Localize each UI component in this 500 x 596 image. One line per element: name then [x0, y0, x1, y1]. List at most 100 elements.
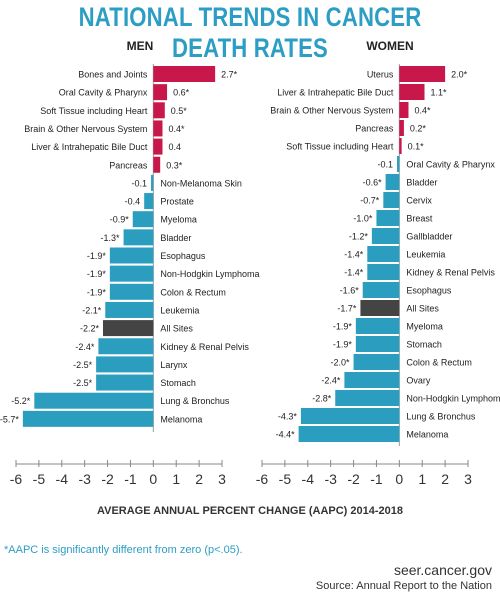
men-category-label: Myeloma — [160, 215, 197, 225]
men-bar — [109, 283, 154, 300]
men-bar — [132, 211, 154, 228]
men-bar — [102, 320, 154, 337]
women-category-label: Leukemia — [406, 250, 445, 260]
women-category-label: Melanoma — [406, 430, 448, 440]
women-data-label: -0.6* — [363, 178, 383, 188]
women-bar — [399, 84, 425, 100]
women-bar — [360, 300, 400, 316]
women-data-label: -4.4* — [276, 430, 296, 440]
women-bar — [355, 336, 400, 352]
site-url: seer.cancer.gov — [393, 562, 492, 578]
men-data-label: -2.4* — [75, 342, 95, 352]
men-tick-label: -4 — [56, 471, 69, 487]
men-category-label: Leukemia — [160, 305, 199, 315]
women-bar — [399, 66, 446, 82]
men-tick-label: -6 — [10, 471, 23, 487]
women-tick-label: -5 — [279, 471, 292, 487]
men-category-label: Esophagus — [160, 251, 206, 261]
men-data-label: -2.5* — [73, 360, 93, 370]
women-category-label: Esophagus — [406, 286, 452, 296]
men-bar — [144, 193, 154, 210]
women-data-label: -2.8* — [312, 394, 332, 404]
men-tick-label: -1 — [124, 471, 137, 487]
men-data-label: 0.3* — [166, 160, 183, 170]
men-category-label: Brain & Other Nervous System — [24, 124, 147, 134]
women-data-label: -2.4* — [321, 376, 341, 386]
men-data-label: 0.5* — [171, 106, 188, 116]
women-data-label: -1.4* — [344, 268, 364, 278]
men-bar — [105, 301, 154, 318]
women-bar — [383, 192, 400, 208]
men-tick-label: -3 — [78, 471, 91, 487]
men-tick-label: 3 — [218, 471, 226, 487]
men-category-label: Soft Tissue including Heart — [40, 106, 148, 116]
men-data-label: 0.6* — [173, 88, 190, 98]
men-data-label: -2.2* — [80, 324, 100, 334]
women-tick-label: 3 — [464, 471, 472, 487]
women-data-label: -2.0* — [331, 358, 351, 368]
women-tick-label: -1 — [370, 471, 383, 487]
women-category-label: Breast — [406, 214, 433, 224]
men-bar — [153, 102, 165, 119]
women-data-label: -1.7* — [337, 304, 357, 314]
women-category-label: Myeloma — [406, 322, 443, 332]
women-data-label: 0.1* — [408, 142, 425, 152]
men-category-label: Non-Melanoma Skin — [160, 178, 242, 188]
men-data-label: -1.3* — [101, 233, 121, 243]
men-data-label: -1.9* — [87, 269, 107, 279]
women-bar — [335, 390, 400, 406]
women-bar — [355, 318, 400, 334]
women-data-label: -1.4* — [344, 250, 364, 260]
women-bar — [353, 354, 400, 370]
men-bar — [123, 229, 154, 246]
women-category-label: Stomach — [406, 340, 442, 350]
men-bar — [153, 120, 163, 137]
men-bar — [98, 338, 154, 355]
women-tick-label: -3 — [324, 471, 337, 487]
women-bar — [367, 264, 400, 280]
men-bar — [151, 174, 154, 191]
men-category-label: Colon & Rectum — [160, 287, 226, 297]
men-data-label: -1.9* — [87, 251, 107, 261]
women-category-label: Oral Cavity & Pharynx — [406, 160, 495, 170]
men-data-label: 2.7* — [221, 70, 238, 80]
women-bar — [371, 228, 400, 244]
women-bar — [298, 426, 400, 442]
women-category-label: Liver & Intrahepatic Bile Duct — [277, 88, 394, 98]
men-bar — [96, 356, 154, 373]
women-category-label: Lung & Bronchus — [406, 412, 476, 422]
men-data-label: -5.2* — [11, 396, 31, 406]
women-bar — [376, 210, 400, 226]
men-data-label: -0.4 — [125, 197, 141, 207]
men-tick-label: -5 — [33, 471, 46, 487]
women-bar — [362, 282, 400, 298]
men-data-label: -2.1* — [82, 305, 102, 315]
men-bar — [153, 156, 161, 173]
women-data-label: 0.4* — [414, 106, 431, 116]
women-category-label: Non-Hodgkin Lymphoma — [406, 394, 500, 404]
women-category-label: Uterus — [367, 70, 394, 80]
women-data-label: -1.0* — [353, 214, 373, 224]
women-category-label: Colon & Rectum — [406, 358, 472, 368]
women-data-label: -4.3* — [278, 412, 298, 422]
men-category-label: Oral Cavity & Pharynx — [59, 88, 148, 98]
women-data-label: -0.7* — [360, 196, 380, 206]
women-data-label: 1.1* — [431, 88, 448, 98]
men-category-label: Lung & Bronchus — [160, 396, 230, 406]
men-data-label: -1.9* — [87, 287, 107, 297]
women-data-label: -1.9* — [333, 340, 353, 350]
men-bar — [153, 84, 168, 101]
men-tick-label: 1 — [172, 471, 180, 487]
men-data-label: -0.9* — [110, 215, 130, 225]
men-category-label: Non-Hodgkin Lymphoma — [160, 269, 259, 279]
women-data-label: -1.6* — [340, 286, 360, 296]
source-note: Source: Annual Report to the Nation — [315, 580, 492, 592]
men-category-label: Melanoma — [160, 414, 202, 424]
women-data-label: -1.9* — [333, 322, 353, 332]
women-category-label: All Sites — [406, 304, 439, 314]
women-data-label: -1.2* — [349, 232, 369, 242]
men-category-label: Kidney & Renal Pelvis — [160, 342, 249, 352]
men-category-label: Liver & Intrahepatic Bile Duct — [31, 142, 148, 152]
women-category-label: Pancreas — [355, 124, 394, 134]
women-tick-label: -2 — [347, 471, 360, 487]
